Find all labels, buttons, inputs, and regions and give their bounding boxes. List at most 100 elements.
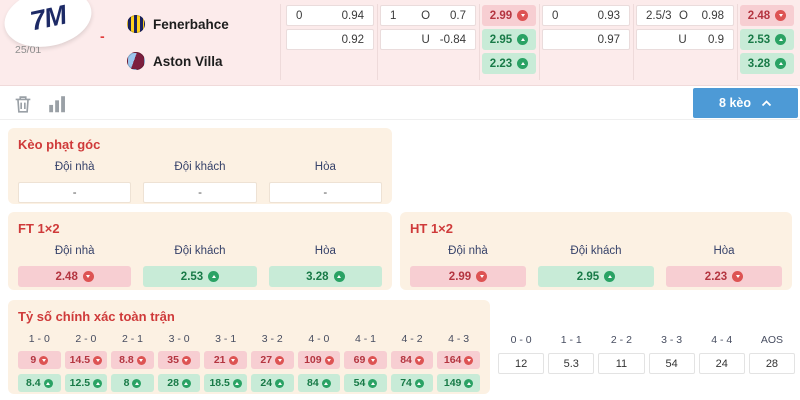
ht-draw-odds-chip[interactable]: 2.23 bbox=[666, 266, 782, 287]
odds-value: 3.28 bbox=[306, 270, 329, 283]
handicap-line: 0 bbox=[296, 9, 303, 22]
away-team-row[interactable]: Aston Villa bbox=[127, 46, 229, 76]
score-odds-chip[interactable]: 8 bbox=[111, 374, 154, 392]
ht-home-odds-chip[interactable]: 2.99 bbox=[410, 266, 526, 287]
set2-1x2-draw-chip[interactable]: 3.28 bbox=[740, 53, 794, 74]
score-odds-chip[interactable]: 164 bbox=[437, 351, 480, 369]
aston-villa-badge-icon bbox=[127, 52, 145, 70]
column-divider bbox=[377, 4, 378, 80]
bar-chart-icon bbox=[49, 96, 65, 113]
bets-count-label: 8 kèo bbox=[719, 96, 751, 110]
corner-draw-column: Hòa - bbox=[268, 161, 382, 203]
column-header-away: Đội khách bbox=[570, 245, 622, 257]
set1-1x2-home-chip[interactable]: 2.99 bbox=[482, 5, 536, 26]
ft-away-odds-chip[interactable]: 2.53 bbox=[143, 266, 257, 287]
set2-over-cell[interactable]: 2.5/3 O 0.98 bbox=[636, 5, 734, 26]
ht-away-odds-chip[interactable]: 2.95 bbox=[538, 266, 654, 287]
odds-value: 8 bbox=[123, 377, 130, 389]
draw-odds-cell[interactable]: 12 bbox=[498, 353, 545, 374]
trend-icon bbox=[93, 355, 103, 365]
set2-handicap-away-cell[interactable]: 0.97 bbox=[542, 29, 630, 50]
odds-value: -0.84 bbox=[439, 33, 466, 46]
score-odds-chip[interactable]: 8.8 bbox=[111, 351, 154, 369]
trash-icon bbox=[15, 96, 31, 113]
score-column: 2 - 1 8.8 8 bbox=[111, 333, 154, 397]
match-date: 25/01 bbox=[15, 44, 42, 56]
trend-icon bbox=[93, 378, 103, 388]
score-odds-chip[interactable]: 28 bbox=[157, 374, 201, 392]
odds-value: 2.53 bbox=[180, 270, 204, 283]
panel-title: FT 1×2 bbox=[18, 221, 60, 236]
trend-icon bbox=[464, 355, 474, 365]
ou-line: 2.5/3 bbox=[646, 9, 672, 22]
score-odds-chip[interactable]: 24 bbox=[250, 374, 294, 392]
odds-value: 164 bbox=[443, 354, 462, 366]
corner-away-odds-cell: - bbox=[143, 182, 257, 203]
set2-1x2-away-chip[interactable]: 2.53 bbox=[740, 29, 794, 50]
brand-logo-text: 7M bbox=[27, 0, 69, 36]
column-header-away: Đội khách bbox=[174, 245, 226, 257]
score-odds-chip[interactable]: 149 bbox=[437, 374, 480, 392]
trend-icon bbox=[181, 378, 191, 388]
bets-toggle-button[interactable]: 8 kèo bbox=[693, 88, 798, 118]
set2-1x2-home-chip[interactable]: 2.48 bbox=[740, 5, 794, 26]
set1-1x2-draw-chip[interactable]: 2.23 bbox=[482, 53, 536, 74]
home-team-row[interactable]: Fenerbahce bbox=[127, 9, 229, 39]
set1-handicap-away-cell[interactable]: 0.92 bbox=[286, 29, 374, 50]
ft-home-odds-chip[interactable]: 2.48 bbox=[18, 266, 132, 287]
set1-handicap-home-cell[interactable]: 0 0.94 bbox=[286, 5, 374, 26]
score-odds-chip[interactable]: 8.4 bbox=[18, 374, 61, 392]
set2-under-cell[interactable]: U 0.9 bbox=[636, 29, 734, 50]
column-divider bbox=[633, 4, 634, 80]
trend-icon bbox=[39, 355, 49, 365]
score-odds-chip[interactable]: 21 bbox=[204, 351, 247, 369]
score-odds-chip[interactable]: 18.5 bbox=[204, 374, 247, 392]
column-divider bbox=[539, 4, 540, 80]
score-odds-chip[interactable]: 74 bbox=[390, 374, 434, 392]
correct-score-grid: 1 - 0 9 8.4 2 - 0 14.5 12.5 2 - 1 bbox=[18, 333, 480, 397]
odds-row-2: 0.92 U -0.84 2.95 0.97 U 0.9 2.53 bbox=[286, 29, 794, 50]
ft-away-column: Đội khách 2.53 bbox=[143, 245, 257, 287]
score-odds-chip[interactable]: 35 bbox=[157, 351, 201, 369]
score-label: 4 - 2 bbox=[401, 333, 423, 345]
set2-handicap-home-cell[interactable]: 0 0.93 bbox=[542, 5, 630, 26]
set1-under-cell[interactable]: U -0.84 bbox=[380, 29, 476, 50]
score-label: 1 - 0 bbox=[28, 333, 50, 345]
trend-icon bbox=[333, 271, 345, 282]
score-odds-chip[interactable]: 14.5 bbox=[64, 351, 108, 369]
odds-value: 0.9 bbox=[708, 33, 724, 46]
ft-draw-column: Hòa 3.28 bbox=[268, 245, 382, 287]
ft-draw-odds-chip[interactable]: 3.28 bbox=[268, 266, 382, 287]
column-header-home: Đội nhà bbox=[448, 245, 488, 257]
trend-icon bbox=[208, 271, 220, 282]
column-header-draw: Hòa bbox=[314, 161, 336, 173]
score-odds-chip[interactable]: 54 bbox=[344, 374, 387, 392]
odds-value: 2.23 bbox=[489, 57, 513, 70]
trend-icon bbox=[228, 355, 238, 365]
score-label: AOS bbox=[760, 334, 784, 346]
draw-odds-cell[interactable]: 54 bbox=[648, 353, 695, 374]
trend-icon bbox=[775, 58, 787, 69]
odds-value: 21 bbox=[213, 354, 226, 366]
score-odds-chip[interactable]: 9 bbox=[18, 351, 61, 369]
over-label: O bbox=[679, 9, 688, 22]
score-odds-chip[interactable]: 27 bbox=[250, 351, 294, 369]
ht-1x2-panel: HT 1×2 Đội nhà 2.99 Đội khách 2.95 Hòa 2… bbox=[400, 212, 792, 290]
score-label: 4 - 1 bbox=[354, 333, 376, 345]
draw-odds-cell[interactable]: 24 bbox=[698, 353, 745, 374]
fenerbahce-badge-icon bbox=[127, 15, 145, 33]
score-odds-chip[interactable]: 84 bbox=[390, 351, 434, 369]
score-odds-chip[interactable]: 109 bbox=[297, 351, 341, 369]
odds-value: 2.99 bbox=[489, 9, 513, 22]
set1-over-cell[interactable]: 1 O 0.7 bbox=[380, 5, 476, 26]
score-label: 2 - 2 bbox=[610, 334, 632, 346]
delete-button[interactable] bbox=[12, 93, 34, 115]
stats-button[interactable] bbox=[46, 93, 68, 115]
score-odds-chip[interactable]: 69 bbox=[344, 351, 387, 369]
draw-odds-cell[interactable]: 11 bbox=[598, 353, 645, 374]
score-odds-chip[interactable]: 84 bbox=[297, 374, 341, 392]
set1-1x2-away-chip[interactable]: 2.95 bbox=[482, 29, 536, 50]
score-odds-chip[interactable]: 12.5 bbox=[64, 374, 108, 392]
draw-odds-cell[interactable]: 28 bbox=[748, 353, 796, 374]
draw-odds-cell[interactable]: 5.3 bbox=[548, 353, 595, 374]
